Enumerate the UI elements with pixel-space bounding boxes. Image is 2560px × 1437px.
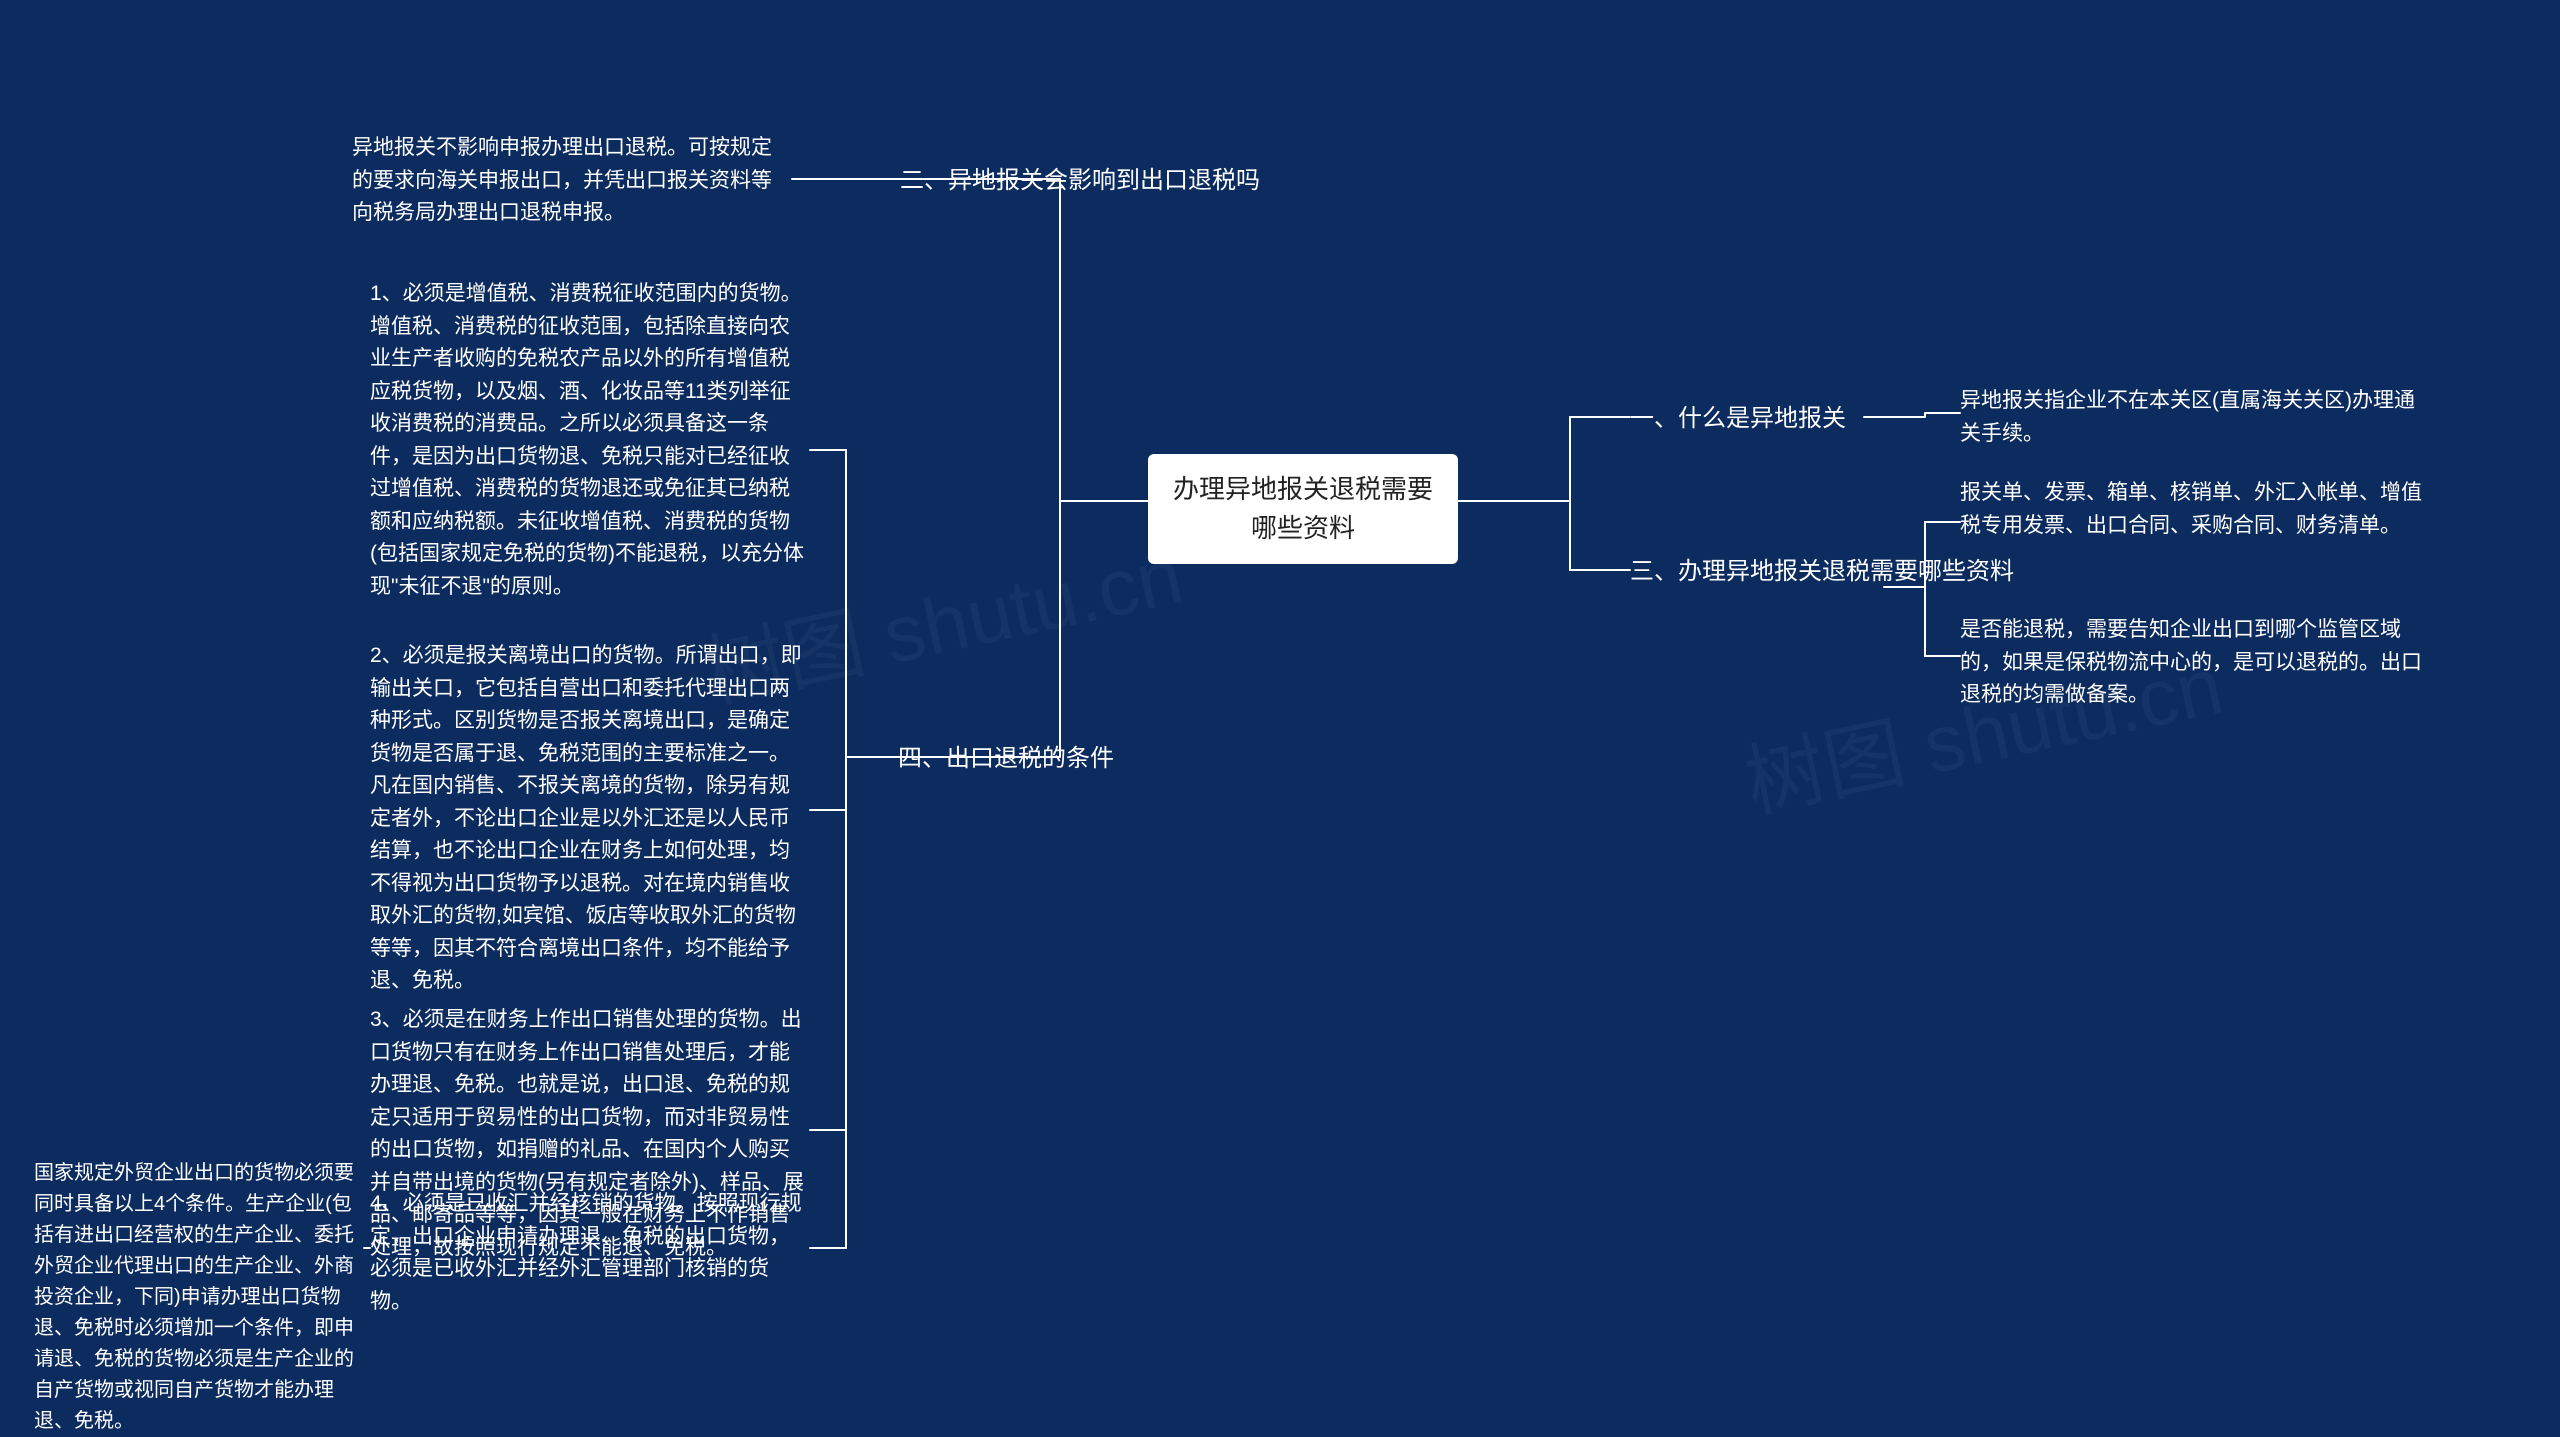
right-branch-0: 一、什么是异地报关 <box>1630 400 1890 437</box>
left-branch-1-leaf-1: 2、必须是报关离境出口的货物。所谓出口，即输出关口，它包括自营出口和委托代理出口… <box>370 640 810 998</box>
right-branch-1-leaf-1: 是否能退税，需要告知企业出口到哪个监管区域的，如果是保税物流中心的，是可以退税的… <box>1960 614 2430 712</box>
right-branch-1: 三、办理异地报关退税需要哪些资料 <box>1630 553 2050 590</box>
left-branch-1-leaf-3: 4、必须是已收汇并经核销的货物。按照现行规定，出口企业申请办理退、免税的出口货物… <box>370 1188 810 1318</box>
root-node: 办理异地报关退税需要哪些资料 <box>1148 454 1458 564</box>
left-branch-1-leaf-3-extra: 国家规定外贸企业出口的货物必须要同时具备以上4个条件。生产企业(包括有进出口经营… <box>34 1158 364 1437</box>
left-branch-0-leaf-0: 异地报关不影响申报办理出口退税。可按规定的要求向海关申报出口，并凭出口报关资料等… <box>352 132 792 230</box>
left-branch-1: 四、出口退税的条件 <box>898 740 1138 777</box>
left-branch-0: 二、异地报关会影响到出口退税吗 <box>900 162 1300 199</box>
root-label: 办理异地报关退税需要哪些资料 <box>1173 474 1433 543</box>
right-branch-1-leaf-0: 报关单、发票、箱单、核销单、外汇入帐单、增值税专用发票、出口合同、采购合同、财务… <box>1960 477 2430 542</box>
right-branch-0-leaf-0: 异地报关指企业不在本关区(直属海关关区)办理通关手续。 <box>1960 385 2420 450</box>
left-branch-1-leaf-0: 1、必须是增值税、消费税征收范围内的货物。增值税、消费税的征收范围，包括除直接向… <box>370 278 810 603</box>
